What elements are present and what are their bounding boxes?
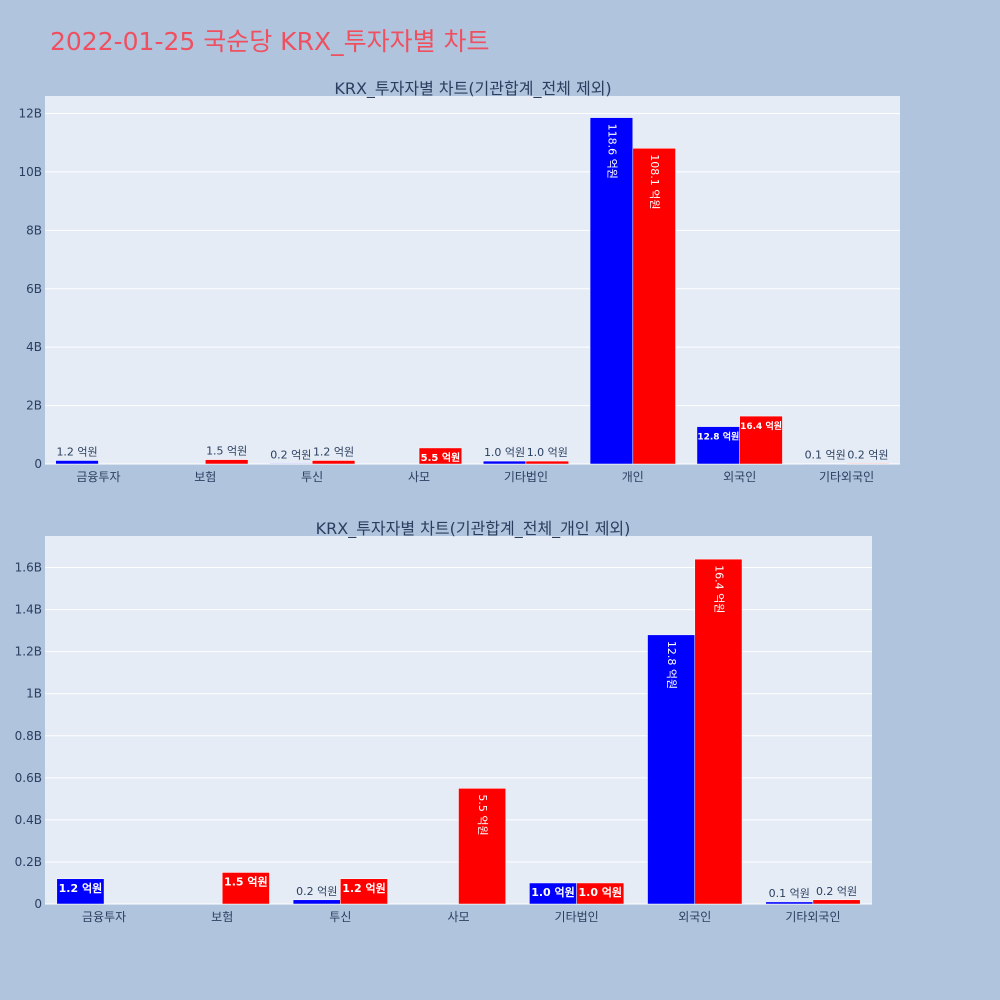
chart-title: KRX_투자자별 차트(기관합계_전체 제외) [334, 79, 611, 99]
y-tick-label: 8B [26, 223, 42, 237]
x-tick-label: 투신 [301, 470, 323, 484]
y-tick-label: 0.2B [15, 855, 42, 869]
x-tick-label: 보험 [194, 470, 216, 484]
bar-value-label: 108.1 억원 [648, 154, 661, 209]
bar-value-label: 0.2 억원 [270, 448, 311, 461]
bar [458, 788, 507, 905]
bar-value-label: 16.4 억원 [712, 565, 725, 613]
bar [340, 878, 388, 905]
bar-value-label: 16.4 억원 [740, 420, 782, 432]
x-tick-label: 보험 [211, 910, 233, 924]
bar [694, 558, 743, 905]
x-tick-label: 금융투자 [76, 470, 120, 484]
bar-value-label: 1.2 억원 [342, 881, 386, 895]
bar [647, 634, 696, 905]
page-title: 2022-01-25 국순당 KRX_투자자별 차트 [50, 27, 490, 56]
bar [482, 460, 527, 465]
bar-value-label: 0.2 억원 [296, 885, 337, 898]
bar [632, 148, 676, 465]
x-tick-label: 투신 [329, 910, 351, 924]
x-tick-label: 외국인 [678, 910, 711, 924]
bar [846, 463, 890, 465]
x-tick-label: 기타법인 [555, 910, 599, 924]
bar [269, 463, 313, 465]
y-tick-label: 1B [26, 687, 42, 701]
bar [525, 460, 569, 465]
bar-value-label: 0.1 억원 [805, 449, 846, 462]
bar-value-label: 1.0 억원 [484, 446, 525, 459]
bar [292, 899, 341, 905]
bar-value-label: 1.2 억원 [56, 445, 97, 458]
bar [55, 460, 99, 465]
x-tick-label: 기타외국인 [785, 910, 840, 924]
x-tick-label: 기타외국인 [819, 470, 874, 484]
bar-value-label: 1.0 억원 [531, 885, 575, 899]
bar [576, 882, 625, 905]
x-tick-label: 기타법인 [504, 470, 548, 484]
bar-value-label: 0.2 억원 [847, 448, 888, 461]
bar-value-label: 0.1 억원 [769, 887, 810, 900]
x-tick-label: 외국인 [723, 470, 756, 484]
bar [589, 117, 634, 465]
bar-value-label: 118.6 억원 [605, 124, 618, 179]
bar [812, 899, 861, 905]
bar [311, 460, 356, 465]
y-tick-label: 0.8B [15, 729, 42, 743]
y-tick-label: 0 [34, 457, 42, 471]
y-tick-label: 0.4B [15, 813, 42, 827]
bar-value-label: 0.2 억원 [816, 885, 857, 898]
bar-value-label: 1.2 억원 [59, 881, 103, 895]
bar-value-label: 1.5 억원 [206, 445, 247, 458]
bar-value-label: 12.8 억원 [665, 641, 678, 689]
y-tick-label: 2B [26, 399, 42, 413]
x-tick-label: 사모 [447, 910, 469, 924]
chart-1-svg: KRX_투자자별 차트(기관합계_전체 제외) 0 2B 4B 6B 8B 10B 12B 금융… [18, 79, 900, 484]
y-tick-label: 1.2B [15, 645, 42, 659]
x-tick-label: 금융투자 [82, 910, 126, 924]
chart-title: KRX_투자자별 차트(기관합계_전체_개인 제외) [316, 519, 631, 539]
bar-value-label: 1.0 억원 [578, 885, 622, 899]
bar-value-label: 1.2 억원 [313, 445, 354, 458]
y-tick-label: 1.4B [15, 603, 42, 617]
bar-value-label: 5.5 억원 [421, 451, 461, 464]
bar [418, 447, 463, 465]
x-tick-label: 개인 [622, 470, 644, 484]
bar [56, 878, 105, 905]
y-tick-label: 4B [26, 340, 42, 354]
y-tick-label: 12B [18, 107, 42, 121]
chart-2-container: KRX_투자자별 차트(기관합계_전체_개인 제외) 0 0.2B 0.4B 0.6B 0… [0, 515, 1000, 925]
y-tick-label: 6B [26, 282, 42, 296]
bar [739, 415, 783, 465]
chart-1-container: KRX_투자자별 차트(기관합계_전체 제외) 0 2B 4B 6B 8B 10B 12B 금융… [0, 75, 1000, 484]
bar [803, 463, 847, 465]
bar [205, 459, 249, 465]
bar [765, 901, 814, 905]
bar [696, 426, 740, 465]
bar-value-label: 5.5 억원 [476, 794, 489, 835]
bar [221, 872, 270, 905]
y-tick-label: 0.6B [15, 771, 42, 785]
chart-2-svg: KRX_투자자별 차트(기관합계_전체_개인 제외) 0 0.2B 0.4B 0.6B 0… [15, 519, 872, 924]
bar-value-label: 1.5 억원 [224, 874, 268, 888]
y-tick-label: 1.6B [15, 561, 42, 575]
bar-value-label: 12.8 억원 [697, 431, 739, 443]
bar-value-label: 1.0 억원 [527, 446, 568, 459]
y-tick-label: 0 [34, 897, 42, 911]
x-tick-label: 사모 [408, 470, 430, 484]
plot-background [45, 96, 900, 464]
y-tick-label: 10B [18, 165, 42, 179]
